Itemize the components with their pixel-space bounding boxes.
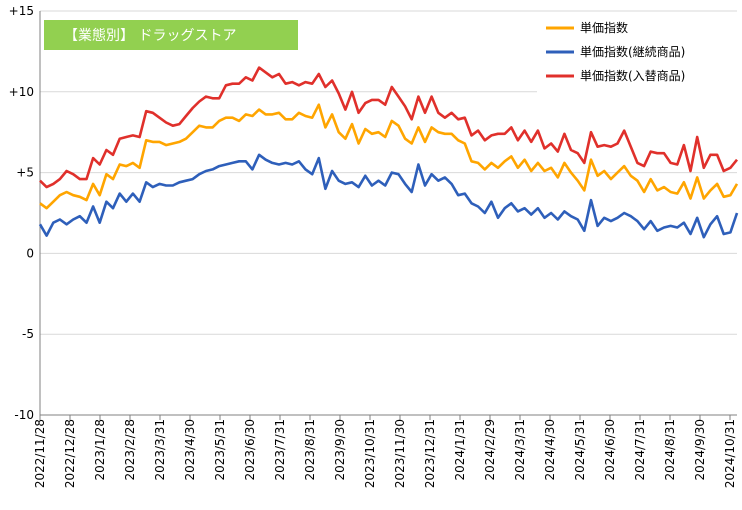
x-tick-label: 2024/3/31 (513, 419, 527, 481)
x-tick-label: 2024/5/31 (573, 419, 587, 481)
series-lines (38, 66, 739, 239)
x-tick-label: 2023/2/28 (123, 419, 137, 481)
x-tick-label: 2023/11/30 (393, 419, 407, 488)
x-tick-label: 2023/7/31 (273, 419, 287, 481)
x-tick-label: 2023/8/31 (303, 419, 317, 481)
legend-label: 単価指数(継続商品) (580, 44, 685, 59)
x-tick-label: 2023/1/28 (93, 419, 107, 481)
x-tick-label: 2023/12/31 (423, 419, 437, 488)
legend-label: 単価指数(入替商品) (580, 68, 685, 83)
x-tick-label: 2024/10/31 (723, 419, 737, 488)
title-box: 【業態別】 ドラッグストア (44, 20, 298, 50)
x-tick-label: 2024/8/31 (663, 419, 677, 481)
x-tick-label: 2022/11/28 (33, 419, 47, 488)
x-tick-label: 2024/7/31 (633, 419, 647, 481)
series-line-1 (39, 103, 739, 210)
y-tick-label: -10 (14, 408, 34, 422)
axes (39, 11, 737, 420)
y-tick-label: +10 (9, 85, 34, 99)
x-tick-label: 2023/5/31 (213, 419, 227, 481)
y-tick-label: +5 (16, 166, 34, 180)
x-tick-label: 2024/9/30 (693, 419, 707, 481)
x-tick-label: 2024/1/31 (453, 419, 467, 481)
x-tick-label: 2023/6/30 (243, 419, 257, 481)
x-tick-label: 2024/2/29 (483, 419, 497, 481)
x-tick-label: 2022/12/28 (63, 419, 77, 488)
x-tick-label: 2023/9/30 (333, 419, 347, 481)
title-background (44, 20, 298, 50)
x-tick-label: 2023/3/31 (153, 419, 167, 481)
x-tick-labels: 2022/11/28 2022/12/28 2023/1/28 2023/2/28 20… (33, 419, 737, 488)
y-tick-label: 0 (26, 246, 34, 260)
x-tick-label: 2024/4/30 (543, 419, 557, 481)
y-tick-label: +15 (9, 4, 34, 18)
y-tick-labels: -10 -5 0 +5 +10 +15 (9, 4, 34, 422)
chart-title: 【業態別】 ドラッグストア (64, 28, 236, 44)
x-tick-label: 2024/6/30 (603, 419, 617, 481)
series-line-2 (38, 153, 739, 239)
x-tick-label: 2023/4/30 (183, 419, 197, 481)
y-tick-label: -5 (22, 327, 34, 341)
x-tick-label: 2023/10/31 (363, 419, 377, 488)
legend-label: 単価指数 (580, 20, 628, 35)
series-line-3 (39, 66, 739, 189)
